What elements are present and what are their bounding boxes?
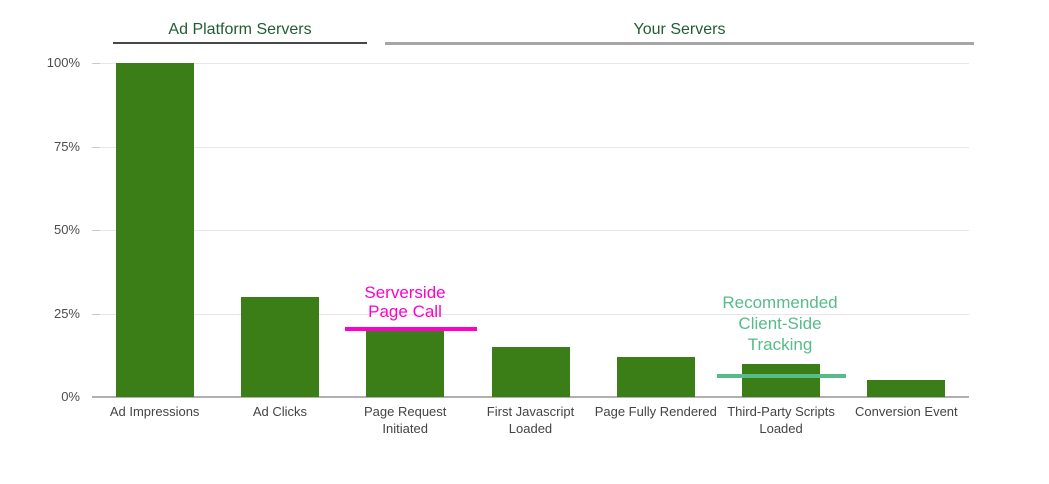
gridline-25 <box>92 313 969 315</box>
bar-third-party-scripts-loaded <box>742 363 821 397</box>
x-label-third-party-scripts-loaded: Third-Party Scripts Loaded <box>727 404 835 436</box>
bar-first-javascript-loaded <box>491 346 570 397</box>
tick-mark-75 <box>92 146 100 148</box>
gridline-100 <box>92 63 969 64</box>
y-tick-label-75: 75% <box>53 138 80 154</box>
tick-mark-100 <box>92 63 100 64</box>
gridline-50 <box>92 230 969 231</box>
tick-mark-25 <box>92 313 100 315</box>
x-label-first-javascript-loaded: First Javascript Loaded <box>486 404 575 436</box>
x-label-conversion-event: Conversion Event <box>855 404 958 419</box>
bar-page-fully-rendered <box>616 356 695 397</box>
annotation-line-serverside-page-call <box>345 327 477 331</box>
x-label-ad-impressions: Ad Impressions <box>109 404 200 419</box>
x-axis-line <box>92 396 969 398</box>
tick-mark-50 <box>92 230 100 231</box>
bar-ad-impressions <box>115 63 194 397</box>
x-label-page-request-initiated: Page Request Initiated <box>364 404 447 436</box>
bar-page-request-initiated <box>366 330 445 397</box>
y-tick-label-25: 25% <box>53 305 80 321</box>
y-tick-label-100: 100% <box>46 55 80 70</box>
x-label-ad-clicks: Ad Clicks <box>252 404 308 419</box>
bar-conversion-event <box>867 380 946 397</box>
gridline-75 <box>92 146 969 148</box>
bar-ad-clicks <box>240 296 319 397</box>
group-underline-ad-platform-servers <box>113 42 367 44</box>
annotation-recommended-client-side-tracking: Recommended Client-Side Tracking <box>722 293 838 354</box>
y-tick-label-0: 0% <box>61 389 80 404</box>
y-tick-label-50: 50% <box>53 222 80 237</box>
annotation-serverside-page-call: Serverside Page Call <box>364 283 446 321</box>
group-header-ad-platform-servers: Ad Platform Servers <box>168 21 312 38</box>
annotation-line-recommended-client-side-tracking <box>717 374 846 378</box>
x-label-page-fully-rendered: Page Fully Rendered <box>594 404 717 419</box>
group-underline-your-servers <box>385 42 974 45</box>
group-header-your-servers: Your Servers <box>633 21 726 38</box>
